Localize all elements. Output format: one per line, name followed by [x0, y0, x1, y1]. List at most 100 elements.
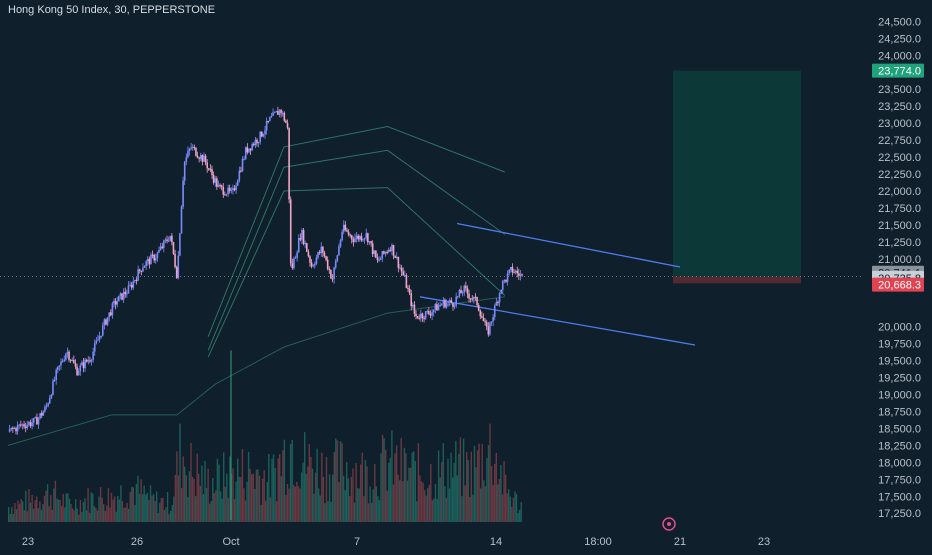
volume-bar — [131, 487, 133, 522]
candle-body — [269, 117, 271, 122]
candle-body — [121, 293, 123, 300]
volume-bar — [314, 472, 317, 522]
volume-bar — [51, 509, 53, 522]
candle-body — [60, 361, 62, 366]
volume-bar — [117, 496, 119, 522]
volume-bar — [466, 452, 468, 522]
candle-body — [110, 312, 112, 316]
candle-body — [84, 359, 86, 369]
volume-bar — [291, 440, 293, 522]
candle-body — [244, 147, 247, 159]
volume-bar — [227, 497, 229, 522]
volume-bar — [193, 478, 195, 522]
volume-bar — [518, 509, 521, 522]
volume-bar — [104, 510, 106, 522]
y-axis-tick-label: 17,250.0 — [878, 508, 921, 520]
volume-bar — [92, 493, 94, 522]
candle-body — [119, 293, 122, 296]
volume-bar — [422, 482, 424, 522]
volume-bar — [176, 451, 178, 522]
candle-body — [55, 369, 57, 380]
volume-bar — [392, 484, 395, 522]
volume-bar — [213, 493, 215, 522]
volume-bar — [148, 499, 150, 522]
candle-body — [466, 288, 469, 294]
volume-bar — [252, 473, 254, 522]
candle-body — [13, 427, 16, 429]
moving-average-line — [207, 125, 505, 337]
candle-body — [261, 131, 263, 137]
volume-bar — [53, 488, 55, 522]
volume-bar — [180, 488, 183, 522]
volume-bar — [361, 452, 363, 522]
candle-body — [289, 199, 292, 264]
candle-body — [111, 303, 114, 316]
candle-body — [103, 319, 106, 326]
volume-bar — [498, 479, 501, 522]
candle-body — [196, 155, 199, 158]
candle-body — [413, 304, 416, 314]
candle-body — [493, 305, 496, 318]
volume-bar — [344, 490, 346, 522]
candle-body — [375, 250, 377, 258]
volume-bar — [223, 452, 225, 522]
volume-bar — [497, 484, 499, 522]
candle-body — [44, 406, 46, 412]
volume-bar — [37, 508, 39, 522]
candle-body — [214, 178, 217, 183]
volume-bar — [269, 497, 272, 522]
candle-body — [48, 397, 51, 404]
candle-body — [146, 258, 149, 262]
volume-bar — [336, 440, 339, 522]
volume-bar — [39, 501, 41, 522]
volume-bar — [115, 511, 117, 522]
candle-body — [323, 252, 326, 257]
candle-body — [127, 285, 130, 294]
candle-body — [158, 249, 160, 253]
volume-bar — [380, 453, 382, 522]
volume-bar — [26, 511, 29, 522]
x-axis-tick-label: 26 — [131, 536, 143, 548]
volume-bar — [395, 445, 398, 522]
candle-body — [134, 280, 136, 282]
candle-body — [278, 109, 281, 115]
volume-bar — [441, 462, 443, 522]
volume-bar — [12, 514, 15, 522]
candle-body — [357, 235, 359, 240]
volume-bar — [40, 509, 43, 522]
candle-body — [233, 188, 236, 191]
candle-body — [113, 300, 115, 304]
volume-bar — [25, 490, 27, 522]
volume-bar — [159, 502, 161, 522]
candle-body — [169, 235, 172, 241]
candle-body — [370, 241, 372, 244]
volume-bar — [179, 423, 181, 522]
candle-body — [65, 353, 67, 360]
candle-body — [386, 252, 388, 254]
volume-bar — [455, 440, 457, 522]
volume-bar — [394, 453, 396, 522]
candle-body — [97, 339, 99, 341]
candle-body — [334, 261, 337, 268]
volume-bar — [218, 464, 220, 522]
volume-bar — [448, 488, 451, 522]
volume-bar — [207, 468, 209, 522]
candle-body — [10, 427, 13, 430]
volume-bar — [241, 449, 244, 522]
volume-bar — [277, 458, 279, 522]
moving-average-line — [207, 149, 506, 351]
volume-bar — [243, 488, 245, 522]
candle-body — [254, 139, 257, 146]
candle-body — [259, 131, 262, 142]
candle-body — [355, 235, 358, 239]
volume-bar — [247, 451, 250, 522]
candle-body — [378, 259, 380, 261]
candle-body — [331, 278, 334, 280]
candle-body — [354, 238, 356, 243]
candle-body — [58, 365, 61, 367]
volume-bar — [514, 491, 516, 522]
volume-bar — [120, 485, 122, 522]
volume-bar — [399, 480, 401, 522]
